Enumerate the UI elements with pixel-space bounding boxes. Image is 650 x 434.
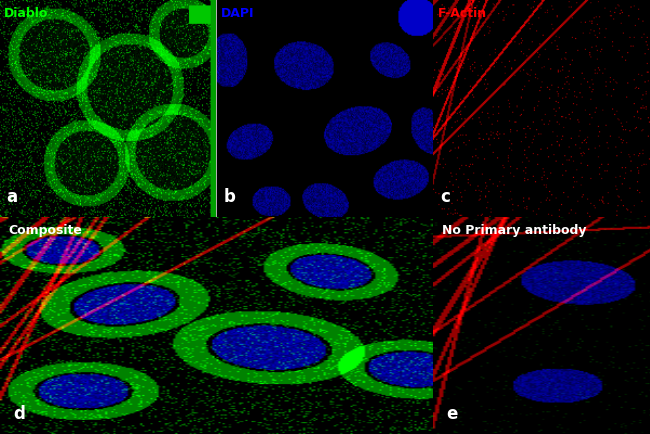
Text: Diablo: Diablo — [5, 7, 49, 20]
Text: No Primary antibody: No Primary antibody — [442, 224, 586, 237]
Text: c: c — [440, 188, 450, 206]
Text: b: b — [223, 188, 235, 206]
Text: DAPI: DAPI — [221, 7, 254, 20]
Text: e: e — [447, 405, 458, 423]
Text: F-Actin: F-Actin — [437, 7, 487, 20]
Text: d: d — [13, 405, 25, 423]
Text: Composite: Composite — [8, 224, 83, 237]
Text: a: a — [6, 188, 18, 206]
